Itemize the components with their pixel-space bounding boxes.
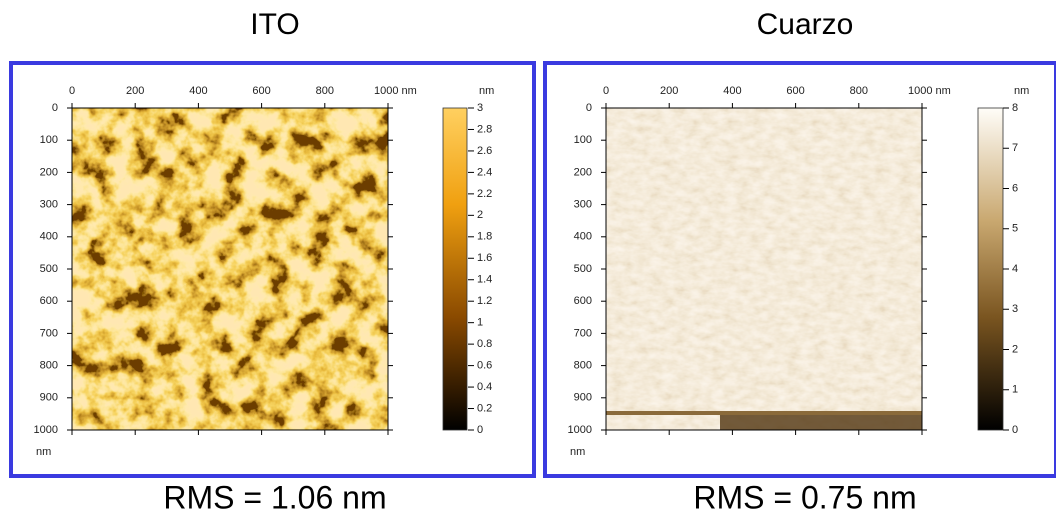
rms-label: RMS = 0.75 nm	[693, 479, 916, 515]
x-tick-label: 400	[189, 85, 207, 97]
colorbar-tick-label: 8	[1012, 102, 1018, 114]
panel-title: ITO	[250, 8, 299, 41]
colorbar-tick-label: 0	[1012, 424, 1018, 436]
afm-image	[606, 108, 922, 430]
panel-frame	[9, 61, 536, 478]
colorbar-tick-label: 4	[1012, 263, 1018, 275]
y-tick-label: 900	[40, 392, 58, 404]
y-tick-label: 100	[574, 134, 592, 146]
colorbar-tick-label: 0.4	[477, 381, 492, 393]
colorbar-tick-label: 2	[477, 209, 483, 221]
colorbar-tick-label: 1	[1012, 384, 1018, 396]
x-tick-label: 200	[660, 85, 678, 97]
panel-title: Cuarzo	[757, 8, 854, 41]
y-tick-label: 800	[574, 360, 592, 372]
y-tick-label: 700	[40, 327, 58, 339]
scan-artifact	[606, 411, 922, 415]
x-tick-label: 0	[69, 85, 75, 97]
x-tick-label: 400	[723, 85, 741, 97]
x-tick-label: 1000 nm	[374, 85, 417, 97]
x-tick-label: 800	[316, 85, 334, 97]
scan-artifact	[720, 415, 922, 430]
y-tick-label: 500	[40, 263, 58, 275]
y-tick-label: 900	[574, 392, 592, 404]
colorbar-tick-label: 0.6	[477, 360, 492, 372]
colorbar-tick-label: 1.4	[477, 274, 492, 286]
colorbar-tick-label: 6	[1012, 182, 1018, 194]
x-tick-label: 600	[252, 85, 270, 97]
y-tick-label: 1000	[34, 424, 58, 436]
y-tick-label: 100	[40, 134, 58, 146]
colorbar-tick-label: 0.8	[477, 338, 492, 350]
colorbar-tick-label: 1.2	[477, 295, 492, 307]
y-tick-label: 600	[574, 295, 592, 307]
colorbar-unit: nm	[1014, 85, 1029, 97]
colorbar	[442, 107, 468, 431]
rms-label: RMS = 1.06 nm	[163, 479, 386, 515]
y-tick-label: 400	[574, 231, 592, 243]
colorbar-tick-label: 3	[477, 102, 483, 114]
x-tick-label: 200	[126, 85, 144, 97]
y-tick-label: 800	[40, 360, 58, 372]
afm-image	[72, 108, 388, 430]
y-tick-label: 1000	[568, 424, 592, 436]
y-unit: nm	[36, 446, 51, 458]
x-tick-label: 1000 nm	[908, 85, 951, 97]
colorbar-tick-label: 1	[477, 317, 483, 329]
y-tick-label: 700	[574, 327, 592, 339]
colorbar-tick-label: 2.2	[477, 188, 492, 200]
y-tick-label: 600	[40, 295, 58, 307]
colorbar-tick-label: 5	[1012, 223, 1018, 235]
panel-frame	[543, 61, 1056, 478]
colorbar-tick-label: 0.2	[477, 402, 492, 414]
y-tick-label: 400	[40, 231, 58, 243]
colorbar-tick-label: 2.4	[477, 166, 492, 178]
colorbar-tick-label: 3	[1012, 303, 1018, 315]
colorbar-unit: nm	[479, 85, 494, 97]
y-tick-label: 300	[40, 199, 58, 211]
colorbar-tick-label: 0	[477, 424, 483, 436]
x-tick-label: 800	[850, 85, 868, 97]
y-tick-label: 200	[40, 166, 58, 178]
y-unit: nm	[570, 446, 585, 458]
colorbar-tick-label: 1.6	[477, 252, 492, 264]
y-tick-label: 0	[52, 102, 58, 114]
colorbar-tick-label: 7	[1012, 142, 1018, 154]
y-tick-label: 0	[586, 102, 592, 114]
colorbar	[977, 107, 1004, 431]
x-tick-label: 0	[603, 85, 609, 97]
y-tick-label: 500	[574, 263, 592, 275]
x-tick-label: 600	[786, 85, 804, 97]
colorbar-tick-label: 2.6	[477, 145, 492, 157]
colorbar-tick-label: 2.8	[477, 123, 492, 135]
y-tick-label: 200	[574, 166, 592, 178]
colorbar-tick-label: 2	[1012, 343, 1018, 355]
colorbar-tick-label: 1.8	[477, 231, 492, 243]
y-tick-label: 300	[574, 199, 592, 211]
